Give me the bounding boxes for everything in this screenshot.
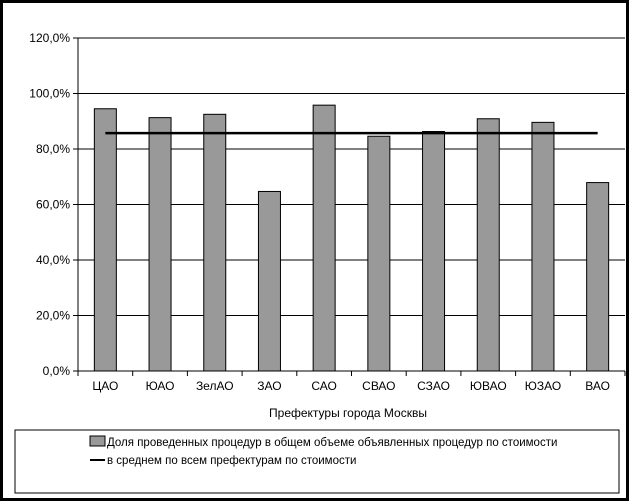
y-tick-label: 20,0%: [36, 309, 70, 323]
y-tick-label: 80,0%: [36, 142, 70, 156]
bar: [203, 113, 227, 372]
bar: [586, 182, 610, 372]
x-tick-label: ЦАО: [92, 379, 118, 393]
bar: [422, 131, 446, 372]
x-tick-label: ЮЗАО: [525, 379, 561, 393]
bar: [148, 117, 172, 372]
y-tick-label: 100,0%: [29, 87, 70, 101]
x-tick-labels: ЦАО ЮАО ЗелАО ЗАО САО СВАО СЗАО ЮВАО ЮЗАО ВАО: [92, 379, 610, 393]
axes: [73, 37, 626, 376]
y-tick-label: 0,0%: [43, 364, 71, 378]
y-tick-label: 120,0%: [29, 31, 70, 45]
legend-bar-label: Доля проведенных процедур в общем объеме…: [107, 437, 557, 449]
x-tick-label: ВАО: [585, 379, 610, 393]
bar: [312, 104, 336, 372]
legend-line-label: в среднем по всем префектурам по стоимос…: [107, 455, 356, 467]
x-tick-label: САО: [311, 379, 336, 393]
bar: [257, 190, 281, 372]
y-tick-labels: 0,0% 20,0% 40,0% 60,0% 80,0% 100,0% 120,0%: [29, 31, 70, 378]
legend: Доля проведенных процедур в общем объеме…: [14, 429, 620, 494]
x-tick-label: СЗАО: [417, 379, 450, 393]
chart: 0,0% 20,0% 40,0% 60,0% 80,0% 100,0% 120,0% ЦАО…: [14, 31, 626, 494]
legend-box: [14, 429, 620, 494]
x-tick-label: ЗАО: [257, 379, 281, 393]
bar: [476, 118, 500, 372]
x-tick-label: ЮВАО: [470, 379, 507, 393]
legend-bar-swatch: [89, 435, 106, 447]
x-tick-label: СВАО: [362, 379, 395, 393]
x-axis-title: Префектуры города Москвы: [269, 406, 427, 420]
bar: [367, 135, 391, 372]
y-tick-label: 60,0%: [36, 198, 70, 212]
bars: [93, 104, 610, 372]
x-tick-label: ЮАО: [146, 379, 175, 393]
bar: [93, 108, 117, 372]
y-tick-label: 40,0%: [36, 253, 70, 267]
x-tick-label: ЗелАО: [196, 379, 234, 393]
bar: [531, 121, 555, 372]
